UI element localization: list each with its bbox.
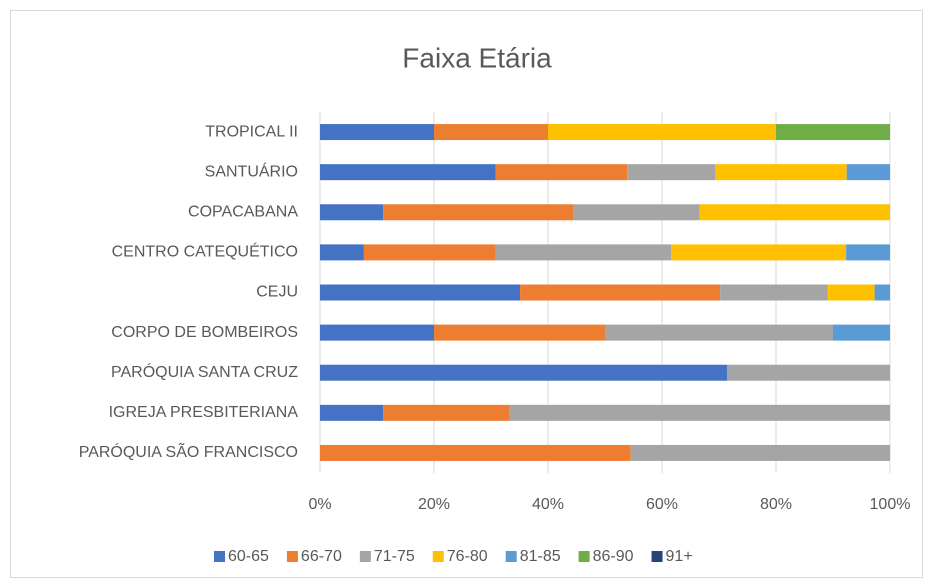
y-tick-label: IGREJA PRESBITERIANA bbox=[109, 404, 299, 421]
bar bbox=[320, 244, 364, 261]
y-tick-label: CENTRO CATEQUÉTICO bbox=[112, 242, 298, 261]
y-tick-label: COPACABANA bbox=[188, 203, 298, 220]
y-tick-label: PARÓQUIA SANTA CRUZ bbox=[111, 362, 298, 381]
legend-swatch bbox=[214, 551, 225, 562]
legend-swatch bbox=[359, 551, 371, 562]
bar bbox=[630, 444, 890, 461]
legend-swatch bbox=[578, 551, 590, 562]
bar bbox=[363, 244, 496, 261]
bar bbox=[320, 284, 521, 301]
bar bbox=[548, 124, 776, 141]
bar bbox=[726, 364, 890, 381]
bar bbox=[715, 164, 847, 181]
bar bbox=[383, 404, 510, 421]
bar bbox=[509, 404, 890, 421]
x-tick-label: 60% bbox=[646, 496, 678, 513]
bar bbox=[495, 244, 672, 261]
legend-label: 76-80 bbox=[447, 548, 488, 565]
x-tick-label: 20% bbox=[418, 496, 450, 513]
legend-label: 66-70 bbox=[301, 548, 342, 565]
legend-label: 86-90 bbox=[593, 548, 634, 565]
bar bbox=[573, 204, 700, 221]
bar bbox=[520, 284, 721, 301]
bar bbox=[320, 444, 631, 461]
bar bbox=[320, 164, 496, 181]
legend-swatch bbox=[432, 551, 444, 562]
legend-swatch bbox=[505, 551, 517, 562]
bar bbox=[846, 244, 890, 261]
bar bbox=[833, 324, 890, 341]
bar bbox=[627, 164, 716, 181]
bar bbox=[320, 204, 384, 221]
x-tick-label: 80% bbox=[760, 496, 792, 513]
legend-label: 60-65 bbox=[228, 548, 269, 565]
y-tick-label: PARÓQUIA SÃO FRANCISCO bbox=[79, 441, 298, 461]
y-tick-label: CORPO DE BOMBEIROS bbox=[111, 324, 298, 341]
bar bbox=[605, 324, 833, 341]
bar bbox=[671, 244, 847, 261]
y-tick-label: CEJU bbox=[256, 284, 298, 301]
bar bbox=[720, 284, 828, 301]
bar bbox=[320, 404, 384, 421]
x-tick-label: 100% bbox=[870, 496, 911, 513]
legend-label: 91+ bbox=[666, 548, 693, 565]
x-tick-label: 40% bbox=[532, 496, 564, 513]
bar bbox=[874, 284, 890, 301]
legend-swatch bbox=[286, 551, 298, 562]
y-tick-label: TROPICAL II bbox=[205, 123, 298, 140]
bar bbox=[776, 124, 890, 141]
legend-swatch bbox=[651, 551, 663, 562]
bar bbox=[846, 164, 890, 181]
legend-label: 81-85 bbox=[520, 548, 561, 565]
bar bbox=[699, 204, 890, 221]
y-tick-label: SANTUÁRIO bbox=[205, 161, 298, 180]
legend-label: 71-75 bbox=[374, 548, 415, 565]
bar bbox=[495, 164, 628, 181]
bar bbox=[320, 324, 434, 341]
x-tick-label: 0% bbox=[308, 496, 331, 513]
bar bbox=[320, 124, 434, 141]
bar bbox=[434, 324, 605, 341]
bar bbox=[383, 204, 574, 221]
bar bbox=[320, 364, 727, 381]
bar bbox=[434, 124, 548, 141]
chart-title: Faixa Etária bbox=[402, 42, 552, 73]
bar bbox=[827, 284, 875, 301]
